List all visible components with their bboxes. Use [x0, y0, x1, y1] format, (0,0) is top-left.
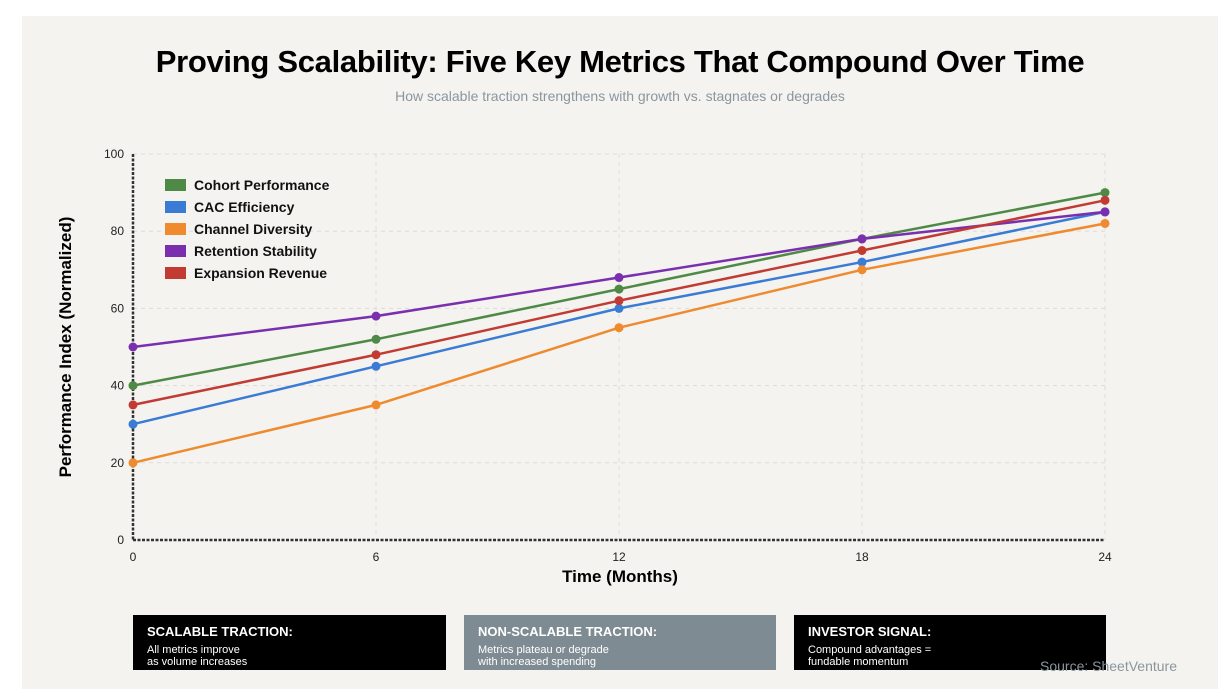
legend-item-cac-efficiency[interactable]: CAC Efficiency — [165, 196, 329, 218]
y-axis-label: Performance Index (Normalized) — [56, 216, 75, 478]
y-tick-label: 80 — [111, 224, 125, 238]
legend-swatch — [165, 179, 186, 191]
legend-label: Retention Stability — [194, 243, 317, 259]
data-point-cac-efficiency — [614, 303, 624, 313]
source-note: Source: SheetVenture — [1040, 658, 1177, 674]
data-point-retention-stability — [1100, 207, 1110, 217]
data-point-cohort-performance — [614, 284, 624, 294]
legend: Cohort Performance CAC Efficiency Channe… — [165, 174, 329, 284]
x-axis-label: Time (Months) — [562, 567, 678, 586]
data-point-cac-efficiency — [857, 257, 867, 267]
callout-line: Compound advantages = — [808, 644, 932, 656]
legend-label: CAC Efficiency — [194, 199, 295, 215]
callout-non-scalable-traction: NON-SCALABLE TRACTION: Metrics plateau o… — [464, 615, 776, 670]
callout-title: SCALABLE TRACTION: — [147, 624, 293, 639]
legend-swatch — [165, 267, 186, 279]
data-point-retention-stability — [371, 311, 381, 321]
series-expansion-revenue — [128, 195, 1110, 410]
series-channel-diversity — [128, 218, 1110, 468]
data-point-expansion-revenue — [614, 296, 624, 306]
chart-subtitle: How scalable traction strengthens with g… — [395, 88, 845, 104]
legend-label: Cohort Performance — [194, 177, 330, 193]
x-tick-label: 24 — [1098, 550, 1112, 564]
y-tick-label: 40 — [111, 379, 125, 393]
chart-title: Proving Scalability: Five Key Metrics Th… — [155, 44, 1085, 79]
series-lines — [128, 188, 1110, 468]
series-retention-stability — [128, 207, 1110, 352]
legend-swatch — [165, 223, 186, 235]
data-point-channel-diversity — [371, 400, 381, 410]
callout-title: INVESTOR SIGNAL: — [808, 624, 932, 639]
y-tick-label: 20 — [111, 456, 125, 470]
callout-title: NON-SCALABLE TRACTION: — [478, 624, 658, 639]
data-point-cac-efficiency — [371, 361, 381, 371]
data-point-cac-efficiency — [128, 419, 138, 429]
callout-line: Metrics plateau or degrade — [478, 644, 609, 656]
callout-line: All metrics improve — [147, 644, 240, 656]
chart-card — [22, 16, 1218, 689]
data-point-retention-stability — [614, 273, 624, 283]
data-point-channel-diversity — [128, 458, 138, 468]
data-point-expansion-revenue — [1100, 195, 1110, 205]
x-tick-label: 0 — [130, 550, 137, 564]
axes — [131, 154, 1105, 542]
data-point-expansion-revenue — [857, 246, 867, 255]
legend-item-retention-stability[interactable]: Retention Stability — [165, 240, 329, 262]
data-point-channel-diversity — [857, 265, 867, 275]
callout-investor-signal: INVESTOR SIGNAL: Compound advantages = f… — [794, 615, 1106, 670]
callout-scalable-traction: SCALABLE TRACTION: All metrics improve a… — [133, 615, 446, 670]
legend-item-cohort-performance[interactable]: Cohort Performance — [165, 174, 329, 196]
legend-label: Channel Diversity — [194, 221, 313, 237]
legend-item-expansion-revenue[interactable]: Expansion Revenue — [165, 262, 329, 284]
callout-line: fundable momentum — [808, 656, 909, 668]
x-tick-label: 6 — [373, 550, 380, 564]
data-point-cohort-performance — [1100, 188, 1110, 198]
data-point-expansion-revenue — [128, 400, 138, 410]
data-point-cohort-performance — [371, 334, 381, 344]
data-point-expansion-revenue — [371, 350, 381, 360]
data-point-cohort-performance — [128, 381, 138, 391]
tick-labels: 0 20 40 60 80 100 0 6 12 18 24 — [104, 147, 1112, 564]
legend-swatch — [165, 201, 186, 213]
legend-swatch — [165, 245, 186, 257]
x-tick-label: 18 — [855, 550, 869, 564]
y-tick-label: 60 — [111, 301, 125, 315]
data-point-retention-stability — [128, 342, 138, 352]
legend-label: Expansion Revenue — [194, 265, 328, 281]
data-point-retention-stability — [857, 234, 867, 244]
data-point-channel-diversity — [1100, 218, 1110, 228]
x-tick-label: 12 — [612, 550, 626, 564]
y-tick-label: 100 — [104, 147, 124, 161]
y-tick-label: 0 — [117, 533, 124, 547]
callout-line: as volume increases — [147, 656, 248, 668]
data-point-channel-diversity — [614, 323, 624, 333]
legend-item-channel-diversity[interactable]: Channel Diversity — [165, 218, 329, 240]
callout-line: with increased spending — [478, 656, 597, 668]
